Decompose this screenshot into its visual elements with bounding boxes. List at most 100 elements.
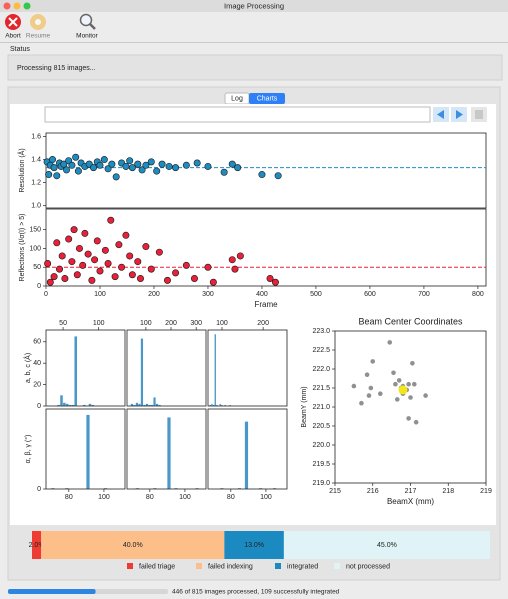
plot-frame: [126, 329, 207, 407]
bar-segment: [283, 531, 490, 559]
point: [90, 164, 98, 172]
point: [182, 161, 190, 169]
x-tick-label: 600: [364, 291, 376, 298]
monitor-icon-handle: [89, 23, 96, 30]
nav-arrow: [437, 110, 444, 119]
point: [126, 157, 134, 165]
point: [234, 164, 242, 172]
nav-last[interactable]: [471, 107, 487, 122]
abort-icon-x: [8, 17, 18, 27]
point: [366, 393, 372, 398]
hist-bar: [244, 421, 249, 489]
bar-segment: [32, 531, 42, 559]
search-field[interactable]: [44, 106, 431, 123]
hist-bar: [140, 338, 144, 406]
y-tick-label: 150: [29, 227, 41, 234]
nav-prev[interactable]: [433, 107, 449, 122]
hist-bar: [68, 404, 72, 406]
x-tick-label: 219: [480, 488, 492, 495]
point: [50, 273, 58, 281]
resume-button[interactable]: Resume: [26, 14, 51, 40]
point: [128, 164, 136, 172]
point: [100, 156, 108, 164]
point: [155, 248, 163, 256]
point: [220, 168, 228, 176]
point: [81, 229, 89, 237]
point: [61, 274, 69, 282]
point: [128, 271, 136, 279]
legend-label: failed indexing: [208, 563, 253, 570]
y-tick-label: 1.0: [31, 203, 41, 210]
hist-bar: [272, 488, 277, 489]
point: [68, 161, 76, 169]
point: [153, 167, 161, 175]
minimize-button[interactable]: [13, 2, 21, 10]
y-tick-label: 219.5: [312, 461, 330, 468]
abort-button[interactable]: Abort: [5, 14, 21, 40]
y-tick-label: 222.5: [312, 347, 330, 354]
point: [88, 276, 96, 284]
point: [122, 231, 130, 239]
point: [193, 159, 201, 167]
x-tick-label: 500: [310, 291, 322, 298]
hist-bar: [63, 402, 66, 406]
point: [65, 235, 73, 243]
x-tick-label: 200: [257, 320, 269, 327]
x-tick-label: 218: [442, 488, 454, 495]
y-tick-label: 0: [37, 283, 41, 290]
hist-bar: [103, 488, 108, 489]
point: [45, 171, 53, 179]
monitor-button[interactable]: Monitor: [76, 13, 99, 40]
point: [204, 162, 212, 170]
point: [72, 153, 80, 161]
point: [228, 256, 236, 264]
point: [147, 158, 155, 166]
point: [63, 166, 71, 174]
legend-swatch: [127, 563, 133, 569]
x-tick-label: 100: [93, 320, 105, 327]
legend-label: integrated: [287, 563, 318, 570]
hist-bar: [143, 404, 146, 406]
y-tick-label: 0: [37, 403, 41, 410]
zoom-button[interactable]: [23, 2, 31, 10]
x-axis-label: BeamX (mm): [387, 497, 434, 506]
hist-bar: [71, 404, 75, 406]
hist-bar: [130, 403, 133, 406]
x-tick-label: 200: [148, 291, 160, 298]
hist-bar: [221, 404, 223, 406]
nav-next[interactable]: [451, 107, 467, 122]
status-box: [7, 54, 503, 81]
point: [70, 226, 78, 234]
point: [387, 340, 393, 345]
x-tick-label: 400: [256, 291, 268, 298]
point: [60, 160, 68, 168]
hist-bar: [174, 488, 178, 489]
hist-bar: [135, 402, 139, 406]
hist-bar: [150, 404, 154, 406]
nav-arrow: [475, 110, 483, 119]
hist-bar: [153, 397, 156, 406]
tab-charts[interactable]: [249, 93, 285, 104]
point: [55, 265, 63, 273]
hist-bar: [167, 417, 171, 489]
y-axis-label: α, β, γ (°): [24, 435, 32, 464]
point: [74, 167, 82, 175]
y-tick-label: 221.5: [312, 385, 330, 392]
point: [134, 160, 142, 168]
point: [209, 278, 217, 286]
hist-bar: [216, 404, 218, 406]
point: [271, 278, 279, 286]
y-tick-label: 60: [33, 339, 41, 346]
point: [138, 166, 146, 174]
point: [96, 267, 104, 275]
point: [172, 269, 180, 277]
x-tick-label: 80: [146, 494, 154, 501]
close-button[interactable]: [3, 2, 11, 10]
y-tick-label: 0: [37, 486, 41, 493]
x-tick-label: 300: [190, 320, 202, 327]
hist-bar: [237, 488, 242, 489]
x-tick-label: 216: [367, 488, 379, 495]
point: [190, 274, 198, 282]
hist-bar: [155, 403, 159, 406]
chart-title: Beam Center Coordinates: [358, 316, 463, 326]
